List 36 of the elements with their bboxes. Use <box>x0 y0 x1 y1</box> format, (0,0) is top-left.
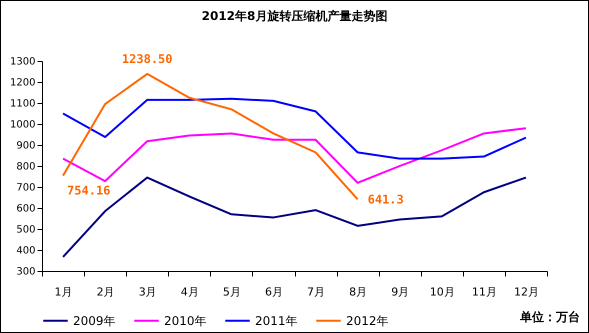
x-tick-label: 5月 <box>222 286 241 298</box>
legend-label: 2012年 <box>346 314 389 328</box>
legend-label: 2009年 <box>73 314 116 328</box>
x-tick-label: 2月 <box>96 286 115 298</box>
x-tick-label: 12月 <box>514 286 539 298</box>
data-label: 641.3 <box>368 192 404 206</box>
y-tick-label: 900 <box>16 140 36 152</box>
x-tick-label: 3月 <box>138 286 157 298</box>
y-tick-label: 1200 <box>10 78 36 88</box>
x-tick-label: 8月 <box>349 286 368 298</box>
y-tick-label: 1000 <box>10 120 36 130</box>
data-label: 1238.50 <box>122 52 172 66</box>
x-tick-label: 10月 <box>430 286 455 298</box>
y-tick-label: 1300 <box>10 56 36 68</box>
x-tick-label: 11月 <box>472 286 497 298</box>
text: 单位：万台 <box>520 309 580 326</box>
y-tick-label: 300 <box>16 266 36 278</box>
data-label: 754.16 <box>67 184 110 198</box>
x-tick-label: 4月 <box>180 286 199 298</box>
x-tick-label: 1月 <box>54 286 73 298</box>
x-tick-label: 9月 <box>391 286 410 298</box>
y-tick-label: 500 <box>16 224 36 236</box>
x-tick-label: 6月 <box>264 286 283 298</box>
line-series <box>62 176 527 258</box>
y-tick-label: 1100 <box>10 98 36 110</box>
y-tick-label: 800 <box>16 162 36 172</box>
line-series <box>62 127 527 184</box>
y-tick-label: 400 <box>16 246 36 256</box>
chart-title: 2012年8月旋转压缩机产量走势图 <box>202 8 388 23</box>
legend-label: 2011年 <box>255 314 298 328</box>
x-tick-label: 7月 <box>307 286 326 298</box>
y-tick-label: 700 <box>16 182 36 194</box>
line-series <box>62 72 359 200</box>
legend-label: 2010年 <box>164 314 207 328</box>
line-series <box>62 98 527 160</box>
y-tick-label: 600 <box>16 204 36 214</box>
